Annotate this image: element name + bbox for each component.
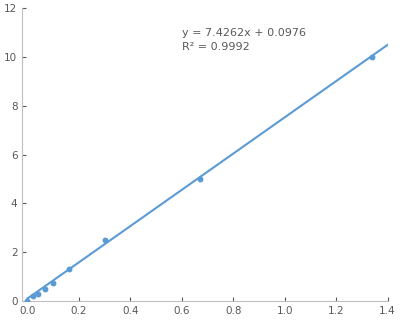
Point xyxy=(50,280,56,285)
Point xyxy=(34,291,41,296)
Point xyxy=(65,267,72,272)
Text: y = 7.4262x + 0.0976
R² = 0.9992: y = 7.4262x + 0.0976 R² = 0.9992 xyxy=(182,28,306,52)
Point xyxy=(196,176,203,181)
Point xyxy=(42,286,49,291)
Point xyxy=(369,54,375,60)
Point xyxy=(101,237,108,243)
Point xyxy=(29,293,36,299)
Point xyxy=(24,299,31,304)
